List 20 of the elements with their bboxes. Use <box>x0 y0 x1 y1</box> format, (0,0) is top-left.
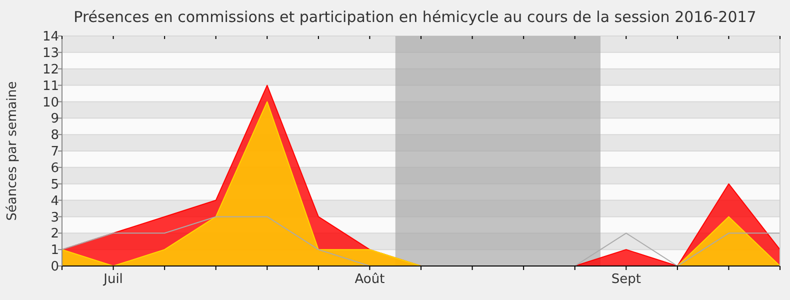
y-tick-label: 9 <box>50 112 59 127</box>
y-tick-label: 2 <box>50 226 59 242</box>
y-tick-label: 8 <box>50 128 59 144</box>
y-tick-label: 10 <box>42 95 59 110</box>
x-tick-label: Juil <box>102 272 123 287</box>
y-tick-label: 13 <box>42 46 59 61</box>
y-tick-label: 4 <box>50 194 59 209</box>
chart-title: Présences en commissions et participation en hémicycle au cours de la session 2016-2017 <box>74 8 756 26</box>
y-tick-label: 12 <box>42 62 59 78</box>
x-tick-label: Sept <box>611 272 641 287</box>
y-tick-label: 11 <box>42 78 59 94</box>
x-tick-label: Août <box>354 272 385 287</box>
y-tick-label: 3 <box>50 210 59 226</box>
y-tick-label: 14 <box>42 30 59 45</box>
y-tick-label: 1 <box>50 243 59 258</box>
y-axis-title: Séances par semaine <box>5 81 20 221</box>
y-tick-label: 6 <box>50 160 59 176</box>
y-tick-label: 5 <box>50 177 59 192</box>
y-tick-label: 0 <box>50 260 59 275</box>
y-tick-label: 7 <box>50 144 59 160</box>
